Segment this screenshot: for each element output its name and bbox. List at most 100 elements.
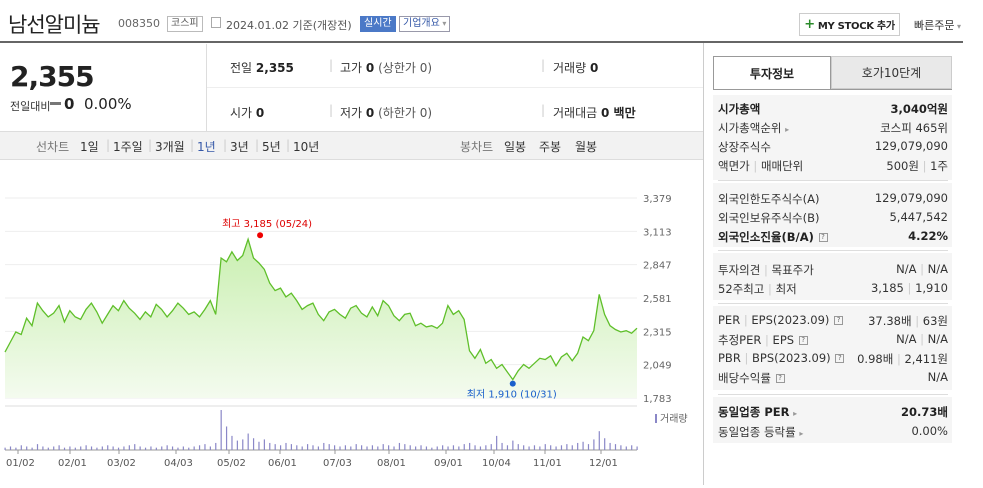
volume-bar — [539, 446, 541, 450]
volume-bar — [155, 447, 157, 450]
y-tick-label: 2,847 — [643, 261, 672, 272]
volume-bar — [496, 435, 498, 450]
period-tab-0[interactable]: 1일 — [80, 140, 99, 154]
stock-name: 남선알미늄 — [8, 13, 101, 37]
help-icon[interactable]: ? — [835, 354, 845, 363]
quick-order-button[interactable]: 빠른주문 ▾ — [914, 19, 962, 32]
volume-bar — [517, 444, 519, 450]
price-chart-svg: 3,379 3,113 2,847 2,581 2,315 2,049 1,783 최고 3,… — [4, 194, 688, 469]
help-icon[interactable]: ? — [798, 336, 808, 345]
volume-bar — [123, 446, 125, 450]
help-icon[interactable]: ? — [818, 233, 828, 242]
tab-orderbook[interactable]: 호가10단계 — [831, 56, 952, 89]
volume-bar — [485, 445, 487, 450]
volume-bar — [69, 446, 71, 450]
divider — [718, 180, 948, 181]
x-tick-label: 01/02 — [6, 458, 35, 469]
tab-invest-info[interactable]: 투자정보 — [713, 56, 831, 89]
sep: | — [541, 103, 546, 117]
volume-bar — [620, 445, 622, 450]
volume-bar — [636, 446, 638, 450]
info-block-bg — [713, 183, 952, 247]
volume-bar — [117, 447, 120, 450]
volume-bar — [469, 442, 471, 450]
sep: | — [255, 138, 260, 152]
trade-amount: 거래대금 0 백만 — [553, 106, 636, 120]
volume-bar — [533, 445, 536, 450]
date-info: 2024.01.02 기준(개장전) — [226, 19, 352, 32]
volume-bar — [442, 445, 444, 450]
divider — [718, 303, 948, 304]
volume-bar — [107, 445, 109, 450]
volume-bar — [593, 439, 595, 450]
volume-bar — [193, 446, 195, 450]
divider — [718, 394, 948, 395]
volume-bar — [182, 446, 184, 450]
company-info-button[interactable]: 기업개요 ▾ — [399, 16, 451, 32]
candle-tab-2[interactable]: 월봉 — [575, 140, 598, 154]
volume-bar — [334, 445, 336, 450]
period-tab-1[interactable]: 1주일 — [113, 140, 143, 154]
volume-bar — [269, 442, 271, 450]
volume-bar — [350, 446, 352, 450]
volume-bar — [15, 447, 17, 450]
candle-tab-1[interactable]: 주봉 — [539, 140, 562, 154]
x-tick-label: 11/01 — [533, 458, 562, 469]
volume-bar — [614, 444, 617, 450]
line-chart-label: 선차트 — [36, 140, 70, 154]
row-shares: 상장주식수 129,079,090 — [718, 139, 948, 154]
volume-bar — [479, 446, 482, 450]
high-price: 고가 0 (상한가 0) — [340, 61, 433, 75]
volume-bar — [80, 446, 82, 450]
change-pct: 0.00% — [84, 95, 132, 113]
info-block-bg — [713, 397, 952, 443]
volume-bar — [420, 445, 422, 450]
period-tab-4[interactable]: 3년 — [230, 140, 249, 154]
volume-bar — [452, 445, 455, 450]
volume-bar — [382, 444, 384, 450]
row-per: PER | EPS(2023.09) ? 37.38배 | 63원 — [718, 313, 948, 328]
volume-legend-label: 거래량 — [660, 413, 688, 425]
price-chart[interactable]: 3,379 3,113 2,847 2,581 2,315 2,049 1,783 최고 3,… — [0, 163, 703, 485]
change-value: 0 — [64, 95, 75, 113]
volume-bar — [604, 438, 606, 450]
volume-bar — [393, 446, 395, 450]
sep: | — [148, 138, 153, 152]
current-price: 2,355 — [10, 60, 95, 93]
volume-bar — [58, 445, 60, 450]
prev-close: 전일 2,355 — [230, 61, 294, 75]
divider — [718, 250, 948, 251]
volume-bar — [344, 445, 347, 450]
period-tab-2[interactable]: 3개월 — [155, 140, 185, 154]
volume-bar — [177, 447, 179, 450]
flat-icon — [50, 102, 61, 105]
volume-bar — [377, 446, 379, 450]
y-tick-label: 2,049 — [643, 361, 672, 372]
volume-bar — [544, 444, 546, 450]
row-foreign-hold: 외국인보유주식수(B) 5,447,542 — [718, 210, 948, 225]
realtime-badge[interactable]: 실시간 — [360, 16, 396, 32]
volume-bar — [317, 446, 319, 450]
period-tab-3[interactable]: 1년 — [197, 140, 216, 154]
row-industry-per: 동일업종 PER ▸ 20.73배 — [718, 405, 948, 419]
volume-bar — [463, 444, 465, 450]
period-tab-5[interactable]: 5년 — [262, 140, 281, 154]
volume-bar — [215, 442, 217, 450]
x-tick-label: 04/03 — [164, 458, 193, 469]
volume-bar — [220, 410, 222, 450]
help-icon[interactable]: ? — [834, 316, 844, 325]
volume-bar — [490, 444, 492, 450]
volume-bar — [436, 446, 438, 450]
row-est-per: 추정PER | EPS ? N/A | N/A — [718, 332, 948, 347]
volume-bar — [53, 446, 55, 450]
help-icon[interactable]: ? — [775, 374, 785, 383]
row-industry-change: 동일업종 등락률 ▸ 0.00% — [718, 424, 948, 439]
mystock-button[interactable]: + MY STOCK 추가 — [799, 13, 900, 36]
volume-bar — [26, 446, 28, 450]
candle-tab-0[interactable]: 일봉 — [504, 140, 527, 154]
volume-bar — [371, 445, 374, 450]
volume-bar — [566, 444, 568, 450]
volume-bar — [258, 441, 260, 450]
volume-bar — [506, 445, 509, 450]
period-tab-6[interactable]: 10년 — [293, 140, 320, 154]
